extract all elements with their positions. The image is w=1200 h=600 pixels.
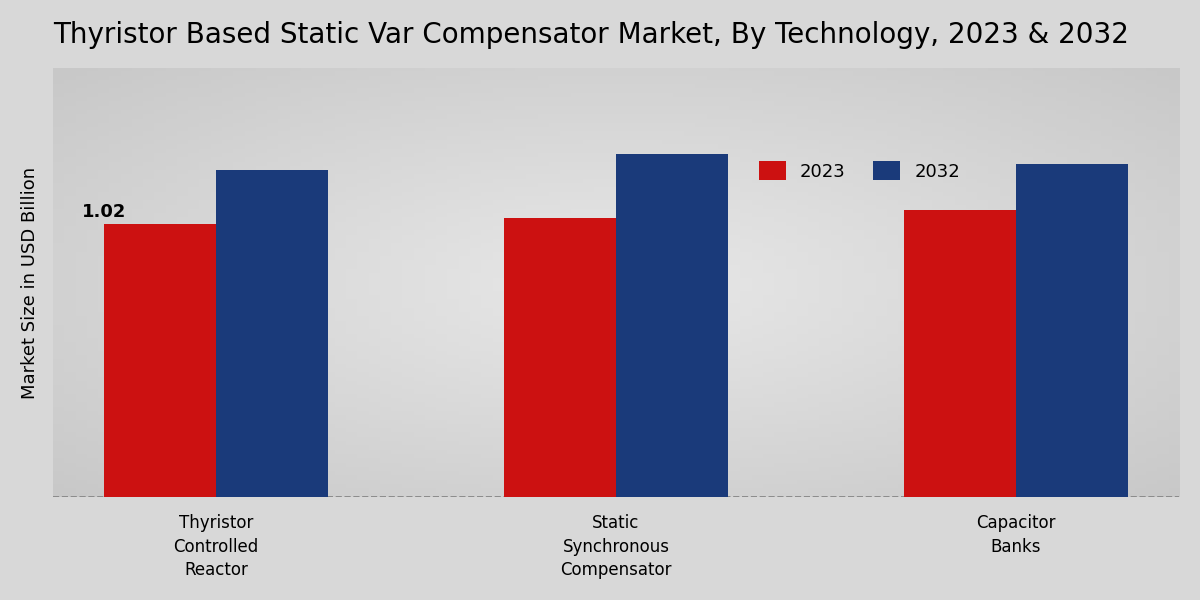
Text: Thyristor Based Static Var Compensator Market, By Technology, 2023 & 2032: Thyristor Based Static Var Compensator M… (53, 21, 1128, 49)
Legend: 2023, 2032: 2023, 2032 (751, 154, 967, 188)
Text: 1.02: 1.02 (82, 203, 126, 221)
Bar (104, 224, 216, 497)
Bar (216, 170, 328, 497)
Bar (1016, 164, 1128, 497)
Y-axis label: Market Size in USD Billion: Market Size in USD Billion (20, 167, 38, 398)
Bar (904, 210, 1016, 497)
Bar (616, 154, 728, 497)
Bar (504, 218, 616, 497)
